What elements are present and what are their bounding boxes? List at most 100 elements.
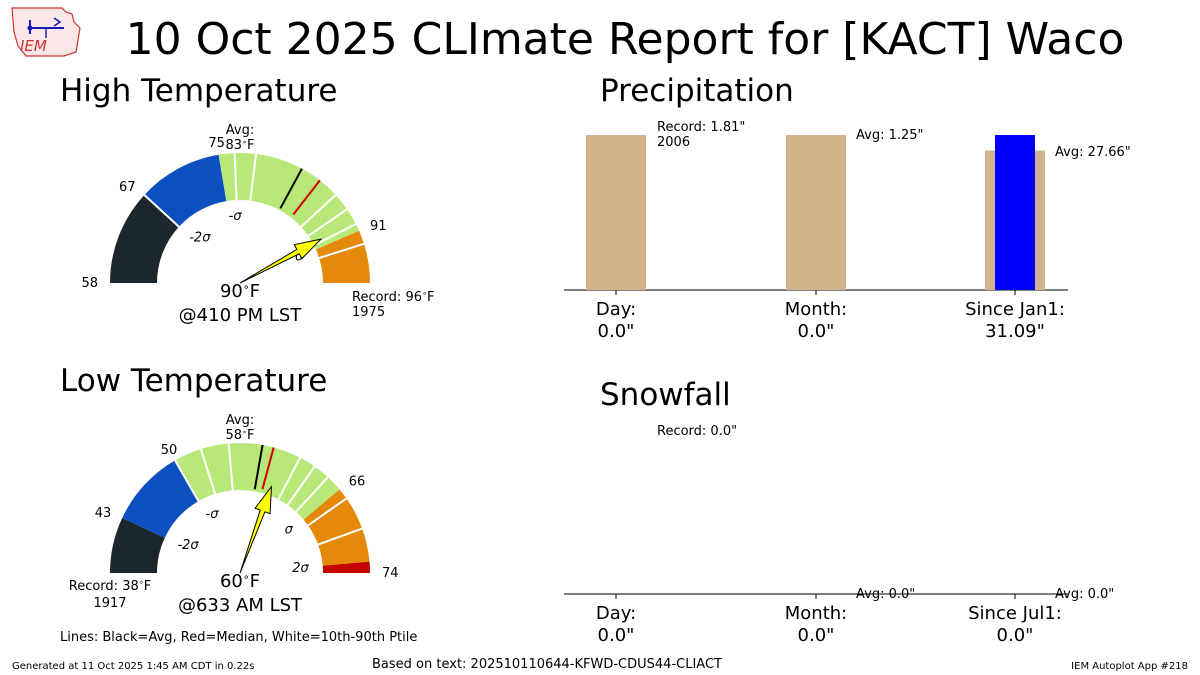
sigma-label: -σ xyxy=(206,507,220,522)
percentile-line-2 xyxy=(227,443,234,491)
percentile-line-5 xyxy=(313,223,357,247)
low-temperature-gauge: Low Temperature43506674-2σ-σσ2σAvg:58∘F6… xyxy=(60,363,399,616)
percentile-line-3 xyxy=(300,194,337,228)
average-line xyxy=(253,444,264,490)
bar-observed xyxy=(995,135,1035,290)
category-label: Since Jan1: xyxy=(965,299,1065,320)
tick-label: 50 xyxy=(161,443,178,458)
observed-value-degree: ∘ xyxy=(243,281,250,294)
chart-title: Precipitation xyxy=(600,73,794,109)
record-prefix: Record: xyxy=(352,290,405,305)
tick-label: 58 xyxy=(81,276,98,291)
observed-value-unit: F xyxy=(250,571,260,592)
sigma-label: -σ xyxy=(229,209,243,224)
tick-label: 66 xyxy=(349,475,366,490)
record-value: 96 xyxy=(405,290,422,305)
bar-annotation: Record: 1.81" xyxy=(657,120,745,135)
sigma-label: σ xyxy=(285,523,294,538)
observed-time: @410 PM LST xyxy=(179,305,303,326)
sigma-label: 2σ xyxy=(292,561,309,576)
footer-generated: Generated at 11 Oct 2025 1:45 AM CDT in … xyxy=(12,661,254,672)
sigma-label: σ xyxy=(295,249,304,264)
median-line xyxy=(261,447,275,490)
observed-value-degree: ∘ xyxy=(243,571,250,584)
percentile-line-1 xyxy=(233,153,238,201)
logo-text: IEM xyxy=(20,37,47,55)
category-label: Day: xyxy=(596,299,636,320)
category-value: 0.0" xyxy=(798,625,835,646)
average-value: 58∘F xyxy=(226,427,255,443)
bar-annotation: Avg: 0.0" xyxy=(1055,587,1114,602)
footer-app: IEM Autoplot App #218 xyxy=(1071,661,1188,672)
observed-value-value: 90 xyxy=(220,281,243,302)
gauge-band-0 xyxy=(110,518,165,573)
percentile-line-4 xyxy=(307,208,348,237)
gauge-band-4 xyxy=(322,561,370,573)
record-unit: F xyxy=(427,290,434,305)
percentile-line-5 xyxy=(295,476,329,513)
average-value-unit: F xyxy=(247,428,254,443)
record-year: 1975 xyxy=(352,305,385,320)
gauge-band-2 xyxy=(218,153,360,250)
observed-value: 60∘F xyxy=(220,571,260,592)
gauge-title: Low Temperature xyxy=(60,363,327,399)
gauge-needle xyxy=(239,484,273,574)
chart-title: Snowfall xyxy=(600,377,731,413)
category-label: Month: xyxy=(785,603,847,624)
average-value-degree: ∘ xyxy=(242,427,247,436)
record-degree: ∘ xyxy=(139,578,144,587)
gauge-band-3 xyxy=(316,230,370,283)
category-value: 0.0" xyxy=(598,625,635,646)
category-label: Since Jul1: xyxy=(968,603,1062,624)
iem-logo: IEM xyxy=(11,7,81,57)
tick-label: 67 xyxy=(119,180,136,195)
gauge-needle xyxy=(239,238,323,284)
percentile-line-7 xyxy=(317,527,363,546)
gauge-band-1 xyxy=(122,460,199,538)
bar-annotation: Avg: 0.0" xyxy=(856,587,915,602)
footer-based-on: Based on text: 202510110644-KFWD-CDUS44-… xyxy=(372,657,722,672)
observed-time: @633 AM LST xyxy=(178,595,303,616)
gauge-band-3 xyxy=(303,489,370,566)
category-value: 0.0" xyxy=(598,321,635,342)
percentile-line-0 xyxy=(143,194,180,228)
tick-label: 75 xyxy=(208,136,225,151)
percentile-line-6 xyxy=(307,497,348,527)
percentile-line-0 xyxy=(174,459,200,502)
legend-note: Lines: Black=Avg, Red=Median, White=10th… xyxy=(60,630,417,645)
bar-annotation: Avg: 27.66" xyxy=(1055,145,1131,160)
record-label: Record: 38∘F xyxy=(69,578,151,594)
category-value: 31.09" xyxy=(985,321,1045,342)
observed-value: 90∘F xyxy=(220,281,260,302)
record-year: 1917 xyxy=(93,596,126,611)
gauge-band-0 xyxy=(110,194,179,283)
tick-label: 43 xyxy=(95,506,112,521)
category-value: 0.0" xyxy=(798,321,835,342)
tick-label: 74 xyxy=(382,566,399,581)
percentile-line-4 xyxy=(286,465,316,506)
observed-value-value: 60 xyxy=(220,571,243,592)
bar-annotation: Record: 0.0" xyxy=(657,424,737,439)
bar-record xyxy=(586,135,646,290)
observed-value-unit: F xyxy=(250,281,260,302)
tick-label: 91 xyxy=(370,219,387,234)
high-temperature-gauge: High Temperature58677591-2σ-σσAvg:83∘F90… xyxy=(60,73,434,326)
average-value: 83∘F xyxy=(226,137,255,153)
average-label: Avg: xyxy=(226,123,254,138)
percentile-line-1 xyxy=(199,448,216,495)
sigma-label: -2σ xyxy=(177,538,199,553)
gauge-band-1 xyxy=(144,154,227,227)
record-unit: F xyxy=(144,579,151,594)
record-label: Record: 96∘F xyxy=(352,289,434,305)
page-title: 10 Oct 2025 CLImate Report for [KACT] Wa… xyxy=(126,14,1125,65)
record-degree: ∘ xyxy=(422,289,427,298)
average-value-unit: F xyxy=(247,138,254,153)
category-label: Month: xyxy=(785,299,847,320)
average-label: Avg: xyxy=(226,413,254,428)
average-value-degree: ∘ xyxy=(242,137,247,146)
average-value-value: 58 xyxy=(226,428,243,443)
bar-annotation: Avg: 1.25" xyxy=(856,128,924,143)
bar-avg xyxy=(786,135,846,290)
